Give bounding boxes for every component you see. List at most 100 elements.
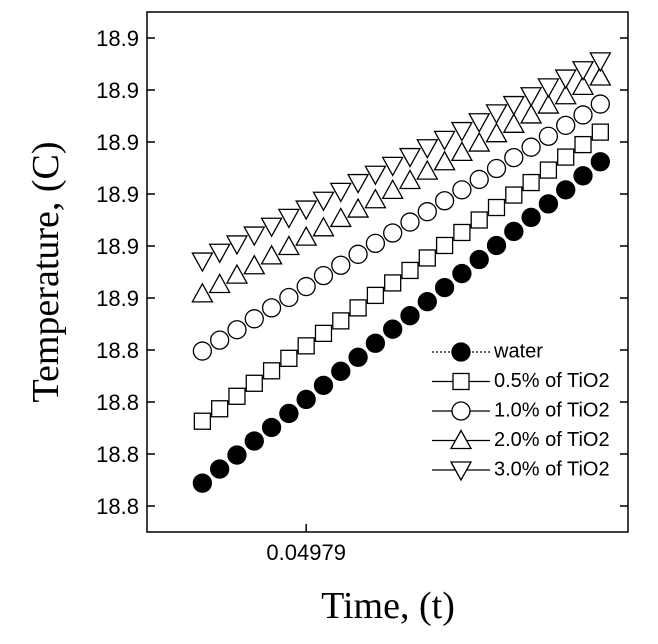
data-point (331, 361, 351, 381)
data-point (470, 211, 488, 229)
data-point (574, 135, 592, 154)
data-point (433, 130, 456, 151)
data-point (453, 223, 471, 242)
data-point (277, 235, 300, 256)
data-point (417, 202, 437, 222)
data-point (400, 306, 420, 326)
data-point (211, 400, 229, 418)
data-point (417, 291, 437, 312)
data-point (228, 387, 246, 405)
legend-label: water (493, 340, 543, 362)
data-point (557, 148, 575, 166)
data-point (261, 417, 282, 438)
data-point (331, 255, 351, 275)
data-point (401, 261, 419, 280)
data-point (505, 186, 523, 204)
data-point (279, 403, 299, 424)
data-point (522, 173, 540, 192)
data-point (485, 122, 508, 143)
legend-marker (451, 401, 471, 421)
data-point (243, 254, 266, 275)
data-point (504, 221, 524, 242)
legend-marker (449, 429, 473, 450)
data-point (539, 161, 558, 179)
data-point (434, 191, 455, 211)
data-point (452, 180, 472, 200)
data-point (554, 84, 577, 105)
data-point (383, 319, 403, 339)
data-point (227, 445, 247, 465)
data-point (521, 207, 541, 228)
data-point (450, 141, 474, 162)
data-point (573, 105, 593, 125)
data-point (332, 312, 350, 330)
y-tick-label: 18.9 (96, 26, 139, 51)
data-point (537, 78, 560, 99)
data-point (297, 337, 315, 355)
data-point (329, 182, 352, 203)
data-point (296, 389, 316, 410)
data-point (346, 173, 370, 194)
data-point (469, 249, 489, 270)
data-point (450, 121, 474, 142)
data-point (244, 309, 264, 329)
data-point (590, 94, 610, 114)
data-point (556, 115, 576, 136)
y-tick-label: 18.8 (96, 442, 139, 467)
y-tick-label: 18.8 (96, 494, 139, 519)
data-point (279, 287, 299, 308)
data-point (245, 374, 263, 392)
legend-marker (449, 461, 473, 482)
data-point (384, 274, 402, 292)
data-point (260, 244, 283, 265)
y-tick-label: 18.8 (96, 338, 139, 363)
data-point (434, 277, 455, 298)
data-point (486, 158, 507, 179)
data-point (346, 197, 370, 218)
data-point (383, 223, 403, 243)
data-point (435, 236, 454, 255)
data-point (537, 93, 560, 114)
data-point (520, 87, 543, 108)
data-point (398, 169, 422, 190)
data-point (381, 179, 404, 200)
data-point (349, 299, 367, 317)
data-point (418, 249, 436, 267)
data-point (416, 159, 439, 180)
data-point (193, 412, 212, 430)
data-point (364, 165, 387, 186)
data-point (521, 137, 541, 157)
data-point (487, 198, 506, 217)
data-point (365, 333, 386, 353)
x-tick-label: 0.04979 (266, 540, 346, 565)
data-point (210, 330, 230, 350)
legend-label: 0.5% of TiO2 (494, 370, 610, 392)
data-point (486, 235, 507, 256)
data-point (468, 113, 491, 134)
data-point (227, 320, 247, 340)
data-point (538, 194, 559, 214)
data-point (554, 69, 577, 90)
data-point (225, 235, 249, 256)
data-point (192, 341, 213, 361)
data-point (313, 375, 334, 396)
data-point (295, 200, 318, 221)
data-point (381, 156, 404, 177)
data-point (208, 273, 231, 294)
data-point (400, 212, 420, 232)
data-point (243, 226, 266, 247)
data-point (210, 459, 230, 479)
data-point (452, 263, 472, 284)
data-point (573, 166, 593, 186)
data-point (366, 286, 385, 305)
data-point (314, 324, 333, 343)
data-point (416, 139, 439, 160)
data-point (365, 233, 386, 254)
data-point (504, 147, 524, 168)
data-point (398, 147, 422, 168)
legend-label: 3.0% of TiO2 (494, 458, 610, 480)
data-point (591, 123, 609, 141)
data-point (433, 150, 456, 171)
legend-marker (451, 342, 471, 362)
